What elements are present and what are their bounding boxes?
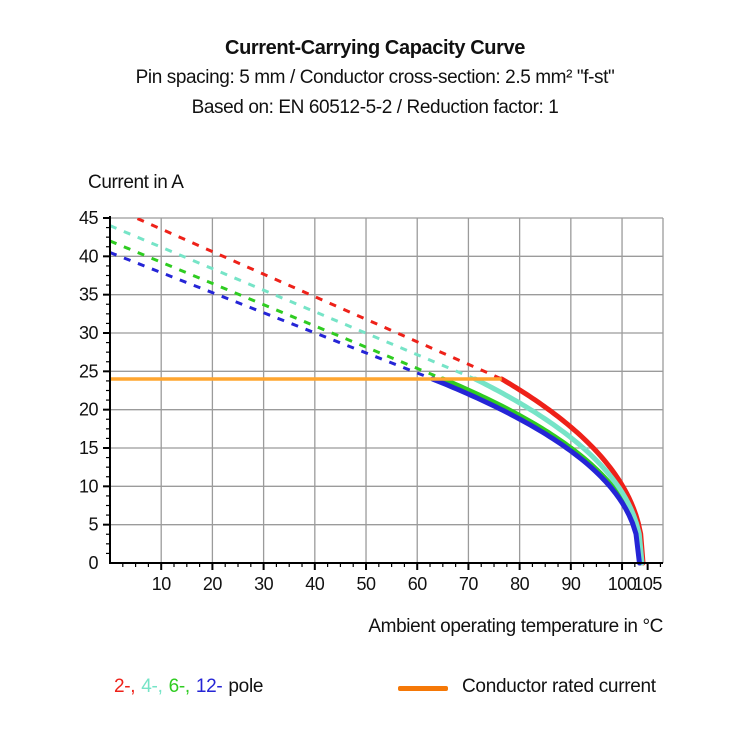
y-tick-label: 25 — [79, 361, 99, 381]
series-dashed-4-pole — [110, 224, 476, 381]
x-tick-label: 50 — [357, 574, 377, 594]
legend-pole-item-4-pole: 4-, — [141, 676, 163, 697]
series-solid-12-pole — [430, 376, 642, 566]
y-axis-title: Current in A — [88, 172, 184, 193]
x-tick-label: 10 — [152, 574, 172, 594]
subtitle-line-2: Based on: EN 60512-5-2 / Reduction facto… — [191, 97, 559, 118]
x-tick-label: 100 — [608, 574, 637, 594]
legend-pole-suffix: pole — [228, 676, 264, 697]
legend: 2-, 4-, 6-, 12- pole Conductor rated current — [0, 676, 750, 706]
y-tick-label: 15 — [79, 438, 99, 458]
x-tick-label: 105 — [633, 574, 662, 594]
y-tick-label: 30 — [79, 323, 99, 343]
ticks — [103, 217, 662, 570]
series-dashed-2-pole — [132, 218, 503, 381]
series-solid-4-pole — [472, 376, 645, 566]
rated-current-label: Conductor rated current — [462, 676, 656, 697]
x-tick-label: 90 — [561, 574, 581, 594]
legend-pole-items: 2-, 4-, 6-, 12- pole — [114, 676, 269, 698]
series-curves — [110, 218, 646, 566]
y-tick-label: 20 — [79, 400, 99, 420]
x-tick-label: 60 — [408, 574, 428, 594]
y-tick-label: 0 — [88, 553, 98, 573]
x-tick-label: 30 — [254, 574, 274, 594]
x-axis-title: Ambient operating temperature in °C — [368, 616, 663, 637]
legend-rated-current: Conductor rated current — [398, 676, 656, 698]
x-tick-label: 80 — [510, 574, 530, 594]
series-solid-2-pole — [499, 376, 646, 566]
gridlines — [110, 217, 664, 563]
x-tick-label: 20 — [203, 574, 223, 594]
y-tick-label: 35 — [79, 285, 99, 305]
rated-current-line-swatch — [398, 685, 448, 691]
legend-pole-item-6-pole: 6-, — [168, 676, 191, 697]
legend-pole-item-12-pole: 12- — [195, 676, 223, 697]
y-tick-label: 10 — [79, 476, 99, 496]
series-dashed-12-pole — [110, 251, 434, 381]
subtitle-line-1: Pin spacing: 5 mm / Conductor cross-sect… — [135, 67, 615, 88]
axes — [109, 216, 663, 564]
page-title: Current-Carrying Capacity Curve — [225, 37, 525, 59]
series-dashed-6-pole — [110, 239, 444, 381]
y-tick-label: 45 — [79, 208, 99, 228]
title-block: Current-Carrying Capacity Curve Pin spac… — [0, 33, 750, 123]
y-tick-label: 5 — [88, 515, 98, 535]
x-tick-label: 40 — [305, 574, 325, 594]
legend-pole-item-2-pole: 2-, — [114, 676, 136, 697]
x-tick-label: 70 — [459, 574, 479, 594]
y-tick-label: 40 — [79, 246, 99, 266]
